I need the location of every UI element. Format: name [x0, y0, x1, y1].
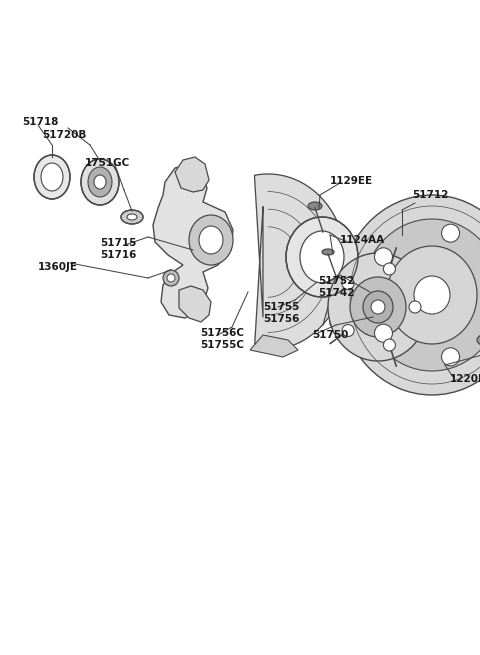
Ellipse shape [167, 274, 175, 282]
Polygon shape [175, 157, 209, 192]
Text: 51756C: 51756C [200, 328, 244, 338]
Text: 1129EE: 1129EE [330, 176, 373, 186]
Text: 51716: 51716 [100, 250, 136, 260]
Ellipse shape [300, 231, 344, 283]
Text: 1220FS: 1220FS [450, 374, 480, 384]
Text: 51755C: 51755C [200, 340, 244, 350]
Circle shape [374, 324, 393, 342]
Ellipse shape [328, 253, 428, 361]
Polygon shape [250, 335, 298, 357]
Ellipse shape [163, 270, 179, 286]
Ellipse shape [34, 155, 70, 199]
Text: 1124AA: 1124AA [340, 235, 385, 245]
Ellipse shape [308, 202, 322, 210]
Circle shape [384, 339, 396, 351]
Ellipse shape [350, 277, 406, 337]
Text: 51718: 51718 [22, 117, 59, 127]
Ellipse shape [121, 210, 143, 224]
Ellipse shape [286, 217, 358, 297]
Ellipse shape [322, 249, 334, 255]
Circle shape [374, 248, 393, 266]
Ellipse shape [94, 175, 106, 189]
Circle shape [342, 278, 354, 290]
Ellipse shape [414, 276, 450, 314]
Ellipse shape [477, 334, 480, 346]
Polygon shape [179, 286, 211, 322]
Text: 51742: 51742 [318, 288, 355, 298]
Ellipse shape [362, 219, 480, 371]
Circle shape [442, 348, 459, 366]
Polygon shape [153, 165, 233, 318]
Ellipse shape [127, 214, 137, 220]
Text: 51755: 51755 [263, 302, 300, 312]
Ellipse shape [81, 159, 119, 205]
Circle shape [442, 224, 459, 242]
Text: 51712: 51712 [412, 190, 448, 200]
Circle shape [342, 324, 354, 337]
Ellipse shape [340, 195, 480, 395]
Circle shape [409, 301, 421, 313]
Ellipse shape [363, 291, 393, 323]
Text: 51715: 51715 [100, 238, 136, 248]
Ellipse shape [41, 163, 63, 191]
Text: 1751GC: 1751GC [85, 158, 130, 168]
Ellipse shape [341, 293, 480, 341]
Ellipse shape [371, 300, 385, 314]
Ellipse shape [88, 167, 112, 197]
Ellipse shape [189, 215, 233, 265]
Text: 51720B: 51720B [42, 130, 86, 140]
Text: 51756: 51756 [263, 314, 300, 324]
Text: 51750: 51750 [312, 330, 348, 340]
Polygon shape [254, 174, 346, 350]
Ellipse shape [330, 309, 426, 337]
Ellipse shape [387, 246, 477, 344]
Text: 51752: 51752 [318, 276, 354, 286]
Circle shape [384, 263, 396, 275]
Text: 1360JE: 1360JE [38, 262, 78, 272]
Ellipse shape [199, 226, 223, 254]
